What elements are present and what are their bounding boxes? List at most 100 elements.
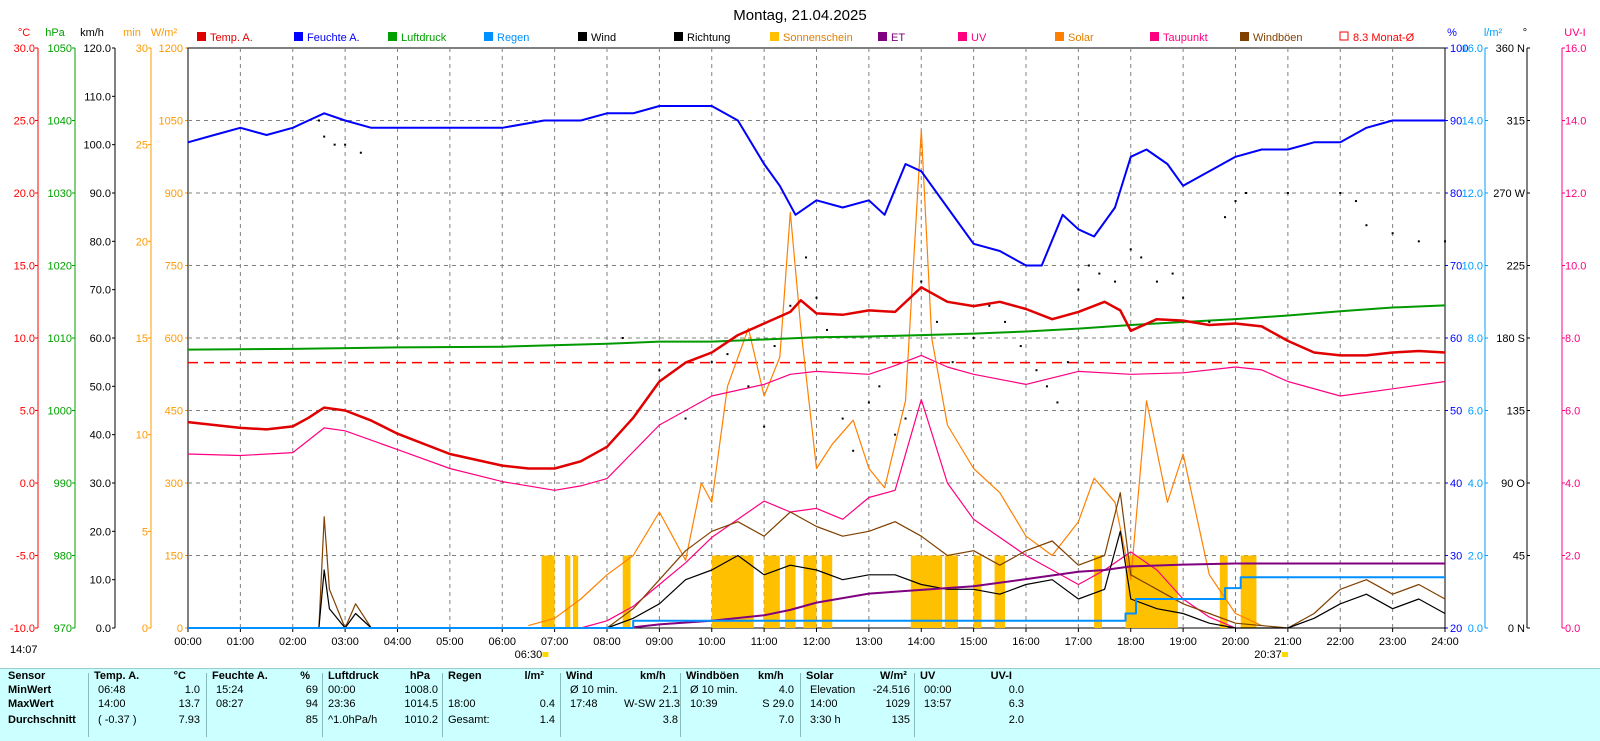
legend-label: Luftdruck bbox=[401, 32, 447, 44]
axis-tick-label: 980 bbox=[54, 551, 72, 563]
direction-point bbox=[1077, 288, 1080, 291]
stats-header: Wind bbox=[566, 670, 593, 682]
stats-header: Solar bbox=[806, 670, 834, 682]
axis-tick-label: 8.0 bbox=[1468, 333, 1483, 345]
axis-tick-label: 12.0 bbox=[1462, 188, 1483, 200]
axis-tick-label: 2.0 bbox=[1468, 551, 1483, 563]
x-tick-label: 01:00 bbox=[227, 636, 255, 648]
axis-tick-label: 20.0 bbox=[90, 526, 111, 538]
legend-swatch bbox=[770, 32, 779, 41]
axis-tick-label: 1040 bbox=[48, 116, 72, 128]
direction-point bbox=[1391, 232, 1394, 235]
stats-separator bbox=[800, 673, 801, 737]
axis-tick-label: 90.0 bbox=[90, 188, 111, 200]
stats-header: Temp. A. bbox=[94, 670, 140, 682]
direction-point bbox=[658, 369, 661, 372]
x-axis: 00:00 01:00 02:00 03:00 04:00 05:00 06:00 07:00… bbox=[174, 628, 1459, 661]
chart-title: Montag, 21.04.2025 bbox=[733, 7, 866, 24]
stats-value: 2.0 bbox=[1008, 714, 1024, 726]
x-tick-label: 05:00 bbox=[436, 636, 464, 648]
axis-tick-label: 150 bbox=[165, 551, 183, 563]
stats-unit: l/m² bbox=[524, 670, 544, 682]
axis-tick-label: 100.0 bbox=[83, 140, 111, 152]
direction-point bbox=[805, 256, 808, 259]
sunshine-bar bbox=[1219, 555, 1228, 628]
axis-tick-label: 25.0 bbox=[14, 116, 35, 128]
sunshine-bar bbox=[572, 555, 579, 628]
legend-swatch bbox=[578, 32, 587, 41]
axis-unit: °C bbox=[18, 27, 30, 39]
axis-tick-label: 10 bbox=[136, 430, 148, 442]
stats-value: S 29.0 bbox=[762, 698, 794, 710]
axis-tick-label: 14.0 bbox=[1565, 116, 1586, 128]
direction-point bbox=[904, 417, 907, 420]
direction-point bbox=[1171, 272, 1174, 275]
x-tick-label: 07:00 bbox=[541, 636, 569, 648]
sunshine-bar bbox=[1125, 555, 1178, 628]
direction-point bbox=[1114, 280, 1117, 283]
legend-label: Sonnenschein bbox=[783, 32, 853, 44]
stats-value: 1008.0 bbox=[404, 684, 438, 696]
axis-tick-label: 16.0 bbox=[1565, 43, 1586, 55]
axis-tick-label: 0 bbox=[177, 623, 183, 635]
direction-point bbox=[1244, 192, 1247, 194]
direction-point bbox=[747, 385, 750, 388]
series-et bbox=[633, 562, 1445, 629]
sunshine-bars bbox=[541, 555, 1257, 628]
axis-tick-label: 315 bbox=[1507, 116, 1525, 128]
stats-time: 00:00 bbox=[328, 684, 356, 696]
legend-swatch bbox=[674, 32, 683, 41]
axis-tick-label: 50.0 bbox=[90, 381, 111, 393]
direction-point bbox=[1045, 385, 1048, 388]
stats-value: 94 bbox=[305, 698, 318, 710]
axis-tick-label: 0.0 bbox=[1565, 623, 1580, 635]
stats-separator bbox=[680, 673, 681, 737]
stats-unit: UV-I bbox=[990, 670, 1012, 682]
legend-swatch bbox=[878, 32, 887, 41]
x-tick-label: 10:00 bbox=[698, 636, 726, 648]
stats-time: 14:00 bbox=[810, 698, 838, 710]
stats-value: 0.0 bbox=[1008, 684, 1024, 696]
legend-label: Regen bbox=[497, 32, 529, 44]
legend-label: Windböen bbox=[1253, 32, 1303, 44]
series-regen bbox=[188, 576, 1445, 629]
axis-tick-label: 0.0 bbox=[20, 478, 35, 490]
axis-tick-label: 15 bbox=[136, 333, 148, 345]
axis-tick-label: 0 bbox=[142, 623, 148, 635]
direction-point bbox=[1182, 296, 1185, 299]
axis-tick-label: 30.0 bbox=[90, 478, 111, 490]
current-time: 14:07 bbox=[10, 644, 38, 656]
legend-label: UV bbox=[971, 32, 987, 44]
x-tick-label: 17:00 bbox=[1065, 636, 1093, 648]
axis-tick-label: 50 bbox=[1450, 406, 1462, 418]
sunshine-bar bbox=[1240, 555, 1257, 628]
direction-point bbox=[323, 135, 326, 138]
x-tick-label: 11:00 bbox=[751, 636, 778, 648]
direction-point bbox=[841, 417, 844, 420]
stats-unit: km/h bbox=[640, 670, 666, 682]
legend-swatch bbox=[197, 32, 206, 41]
axis-tick-label: 970 bbox=[54, 623, 72, 635]
stats-time: 23:36 bbox=[328, 698, 356, 710]
axis-tick-label: 80.0 bbox=[90, 236, 111, 248]
stats-time: 08:27 bbox=[216, 698, 244, 710]
direction-point bbox=[1035, 369, 1038, 372]
stats-unit: W/m² bbox=[880, 670, 907, 682]
sunrise-marker bbox=[542, 652, 549, 657]
stats-time: Elevation bbox=[810, 684, 856, 696]
legend-label: Feuchte A. bbox=[307, 32, 360, 44]
stats-time: Ø 10 min. bbox=[690, 684, 738, 696]
axis-tick-label: 40 bbox=[1450, 478, 1462, 490]
axis-tick-label: 10.0 bbox=[1462, 261, 1483, 273]
axis-tick-label: -10.0 bbox=[10, 623, 35, 635]
x-tick-label: 08:00 bbox=[593, 636, 621, 648]
direction-point bbox=[344, 143, 347, 146]
stats-header: UV bbox=[920, 670, 936, 682]
axis-tick-label: 750 bbox=[165, 261, 183, 273]
x-tick-label: 00:00 bbox=[174, 636, 202, 648]
stats-value: 0.4 bbox=[539, 698, 555, 710]
x-tick-label: 19:00 bbox=[1169, 636, 1197, 648]
legend-swatch bbox=[294, 32, 303, 41]
legend-label: Solar bbox=[1068, 32, 1094, 44]
series-taupunkt bbox=[187, 354, 1446, 491]
